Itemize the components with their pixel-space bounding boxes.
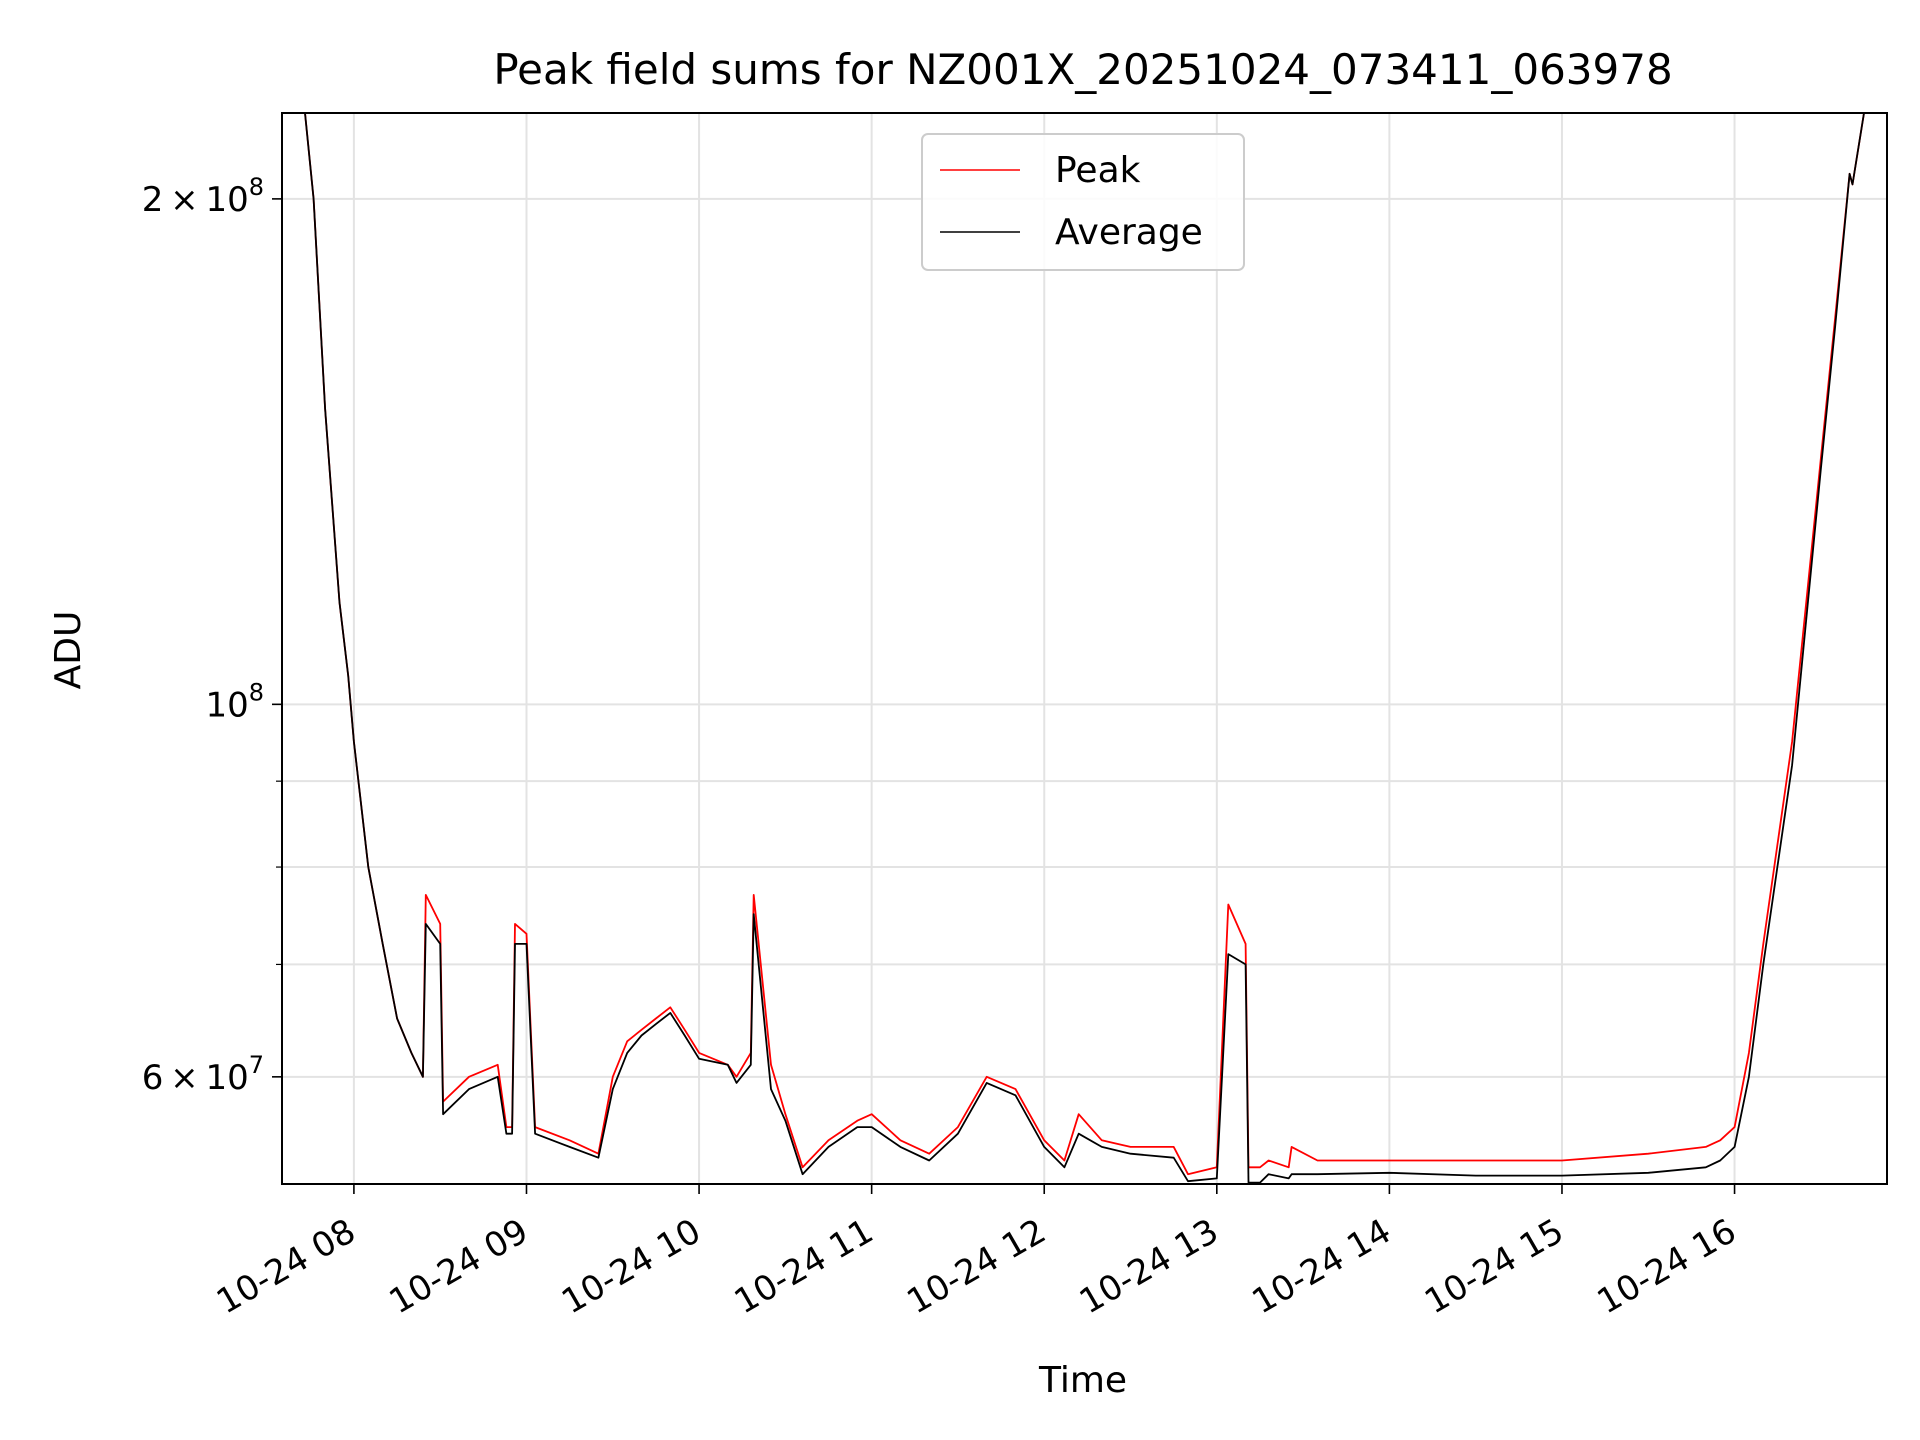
legend-label-average: Average — [1055, 212, 1203, 253]
legend-label-peak: Peak — [1055, 150, 1141, 191]
grid — [282, 113, 1887, 1184]
legend: Peak Average — [921, 133, 1245, 271]
legend-box — [921, 133, 1245, 271]
y-axis-label: ADU — [48, 611, 89, 690]
series-line-peak — [282, 113, 1887, 1176]
x-axis-label: Time — [1038, 1360, 1127, 1401]
series-line-average — [282, 113, 1887, 1184]
chart-title: Peak field sums for NZ001X_20251024_0734… — [493, 45, 1672, 94]
y-tick-label: 2 × 108 — [142, 173, 264, 220]
y-tick-label: 108 — [205, 678, 264, 725]
plot-frame — [281, 112, 1888, 1185]
y-tick-label: 6 × 107 — [142, 1051, 264, 1098]
series-lines — [282, 113, 1887, 1184]
